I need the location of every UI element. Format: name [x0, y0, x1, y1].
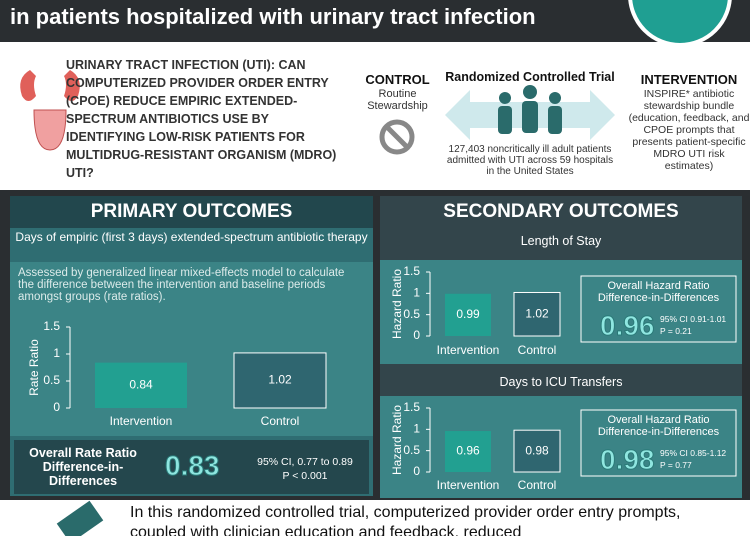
x-tick-label: Intervention — [437, 478, 500, 492]
summary-ci: 95% CI 0.91-1.01 — [660, 314, 727, 324]
summary-label: Overall Hazard Ratio Difference-in-Diffe… — [597, 414, 720, 438]
title: in patients hospitalized with urinary tr… — [10, 4, 536, 29]
study-band — [0, 42, 750, 190]
conclusion: In this randomized controlled trial, com… — [130, 504, 681, 536]
conclusion-band — [0, 500, 750, 536]
primary-summary-value: 0.83 — [165, 450, 220, 482]
primary-summary-box — [14, 440, 369, 494]
los-title: Length of Stay — [520, 234, 602, 248]
summary-value: 0.98 — [600, 444, 655, 476]
value-label: 1.02 — [525, 306, 549, 320]
y-tick-label: 1 — [53, 346, 60, 360]
icu-area — [380, 396, 742, 498]
y-axis-label: Hazard Ratio — [390, 405, 404, 475]
pen-icon — [56, 500, 104, 536]
primary-heading: PRIMARY OUTCOMES — [90, 201, 293, 222]
value-label: 0.99 — [456, 307, 480, 321]
bar — [513, 429, 561, 473]
y-tick-label: 0 — [53, 400, 60, 414]
no-icon-bar — [384, 124, 410, 150]
summary-ci: 95% CI 0.85-1.12 — [660, 448, 727, 458]
x-tick-label: Control — [518, 478, 557, 492]
y-axis-label: Hazard Ratio — [390, 269, 404, 339]
x-tick-label: Control — [261, 414, 300, 428]
primary-p: P < 0.001 — [282, 470, 328, 482]
x-tick-label: Intervention — [110, 414, 173, 428]
kidney-icon — [20, 70, 80, 101]
question: URINARY TRACT INFECTION (UTI): CAN COMPU… — [66, 58, 337, 180]
y-axis-label: Rate Ratio — [27, 339, 41, 396]
primary-chart-title: Days of empiric (first 3 days) extended-… — [10, 230, 373, 244]
primary-summary-label: Overall Rate Ratio Difference-in-Differe… — [29, 446, 137, 488]
trial-title: Randomized Controlled Trial — [445, 70, 615, 84]
bladder-icon — [33, 109, 67, 151]
bar — [233, 352, 327, 409]
people-icon — [498, 85, 562, 134]
y-tick-label: 1.5 — [403, 400, 420, 414]
logo — [628, 0, 732, 47]
bar — [445, 431, 491, 472]
summary-p: P = 0.77 — [660, 460, 692, 470]
intervention-title: INTERVENTION — [640, 72, 738, 87]
y-tick-label: 0.5 — [403, 443, 420, 457]
icu-title: Days to ICU Transfers — [499, 375, 623, 389]
summary-p: P = 0.21 — [660, 326, 692, 336]
primary-note: Assessed by generalized linear mixed-eff… — [18, 267, 345, 303]
control-title: CONTROL — [365, 72, 430, 87]
bar — [95, 362, 187, 408]
control-text: Routine Stewardship — [367, 88, 428, 112]
los-summary-box — [580, 275, 737, 343]
value-label: 0.96 — [456, 444, 480, 458]
secondary-heading: SECONDARY OUTCOMES — [443, 201, 679, 222]
y-tick-label: 1.5 — [43, 319, 60, 333]
y-tick-label: 1 — [413, 422, 420, 436]
bar — [513, 291, 561, 337]
x-tick-label: Control — [518, 343, 557, 357]
y-tick-label: 0.5 — [403, 307, 420, 321]
icu-summary-box — [580, 409, 737, 477]
y-tick-label: 0.5 — [43, 373, 60, 387]
value-label: 0.84 — [129, 377, 153, 391]
los-area — [380, 260, 742, 364]
y-tick-label: 1.5 — [403, 264, 420, 278]
primary-ci: 95% CI, 0.77 to 0.89 — [257, 456, 353, 468]
x-tick-label: Intervention — [437, 343, 500, 357]
value-label: 1.02 — [268, 373, 292, 387]
bar — [445, 293, 491, 336]
summary-value: 0.96 — [600, 310, 655, 342]
y-tick-label: 1 — [413, 286, 420, 300]
primary-header — [10, 196, 373, 228]
y-tick-label: 0 — [413, 328, 420, 342]
intervention-text: INSPIRE* antibiotic stewardship bundle (… — [628, 88, 750, 172]
y-tick-label: 0 — [413, 464, 420, 478]
no-icon — [379, 119, 415, 155]
trial-text: 127,403 noncritically ill adult patients… — [446, 144, 614, 177]
value-label: 0.98 — [525, 443, 549, 457]
summary-label: Overall Hazard Ratio Difference-in-Diffe… — [597, 280, 720, 304]
